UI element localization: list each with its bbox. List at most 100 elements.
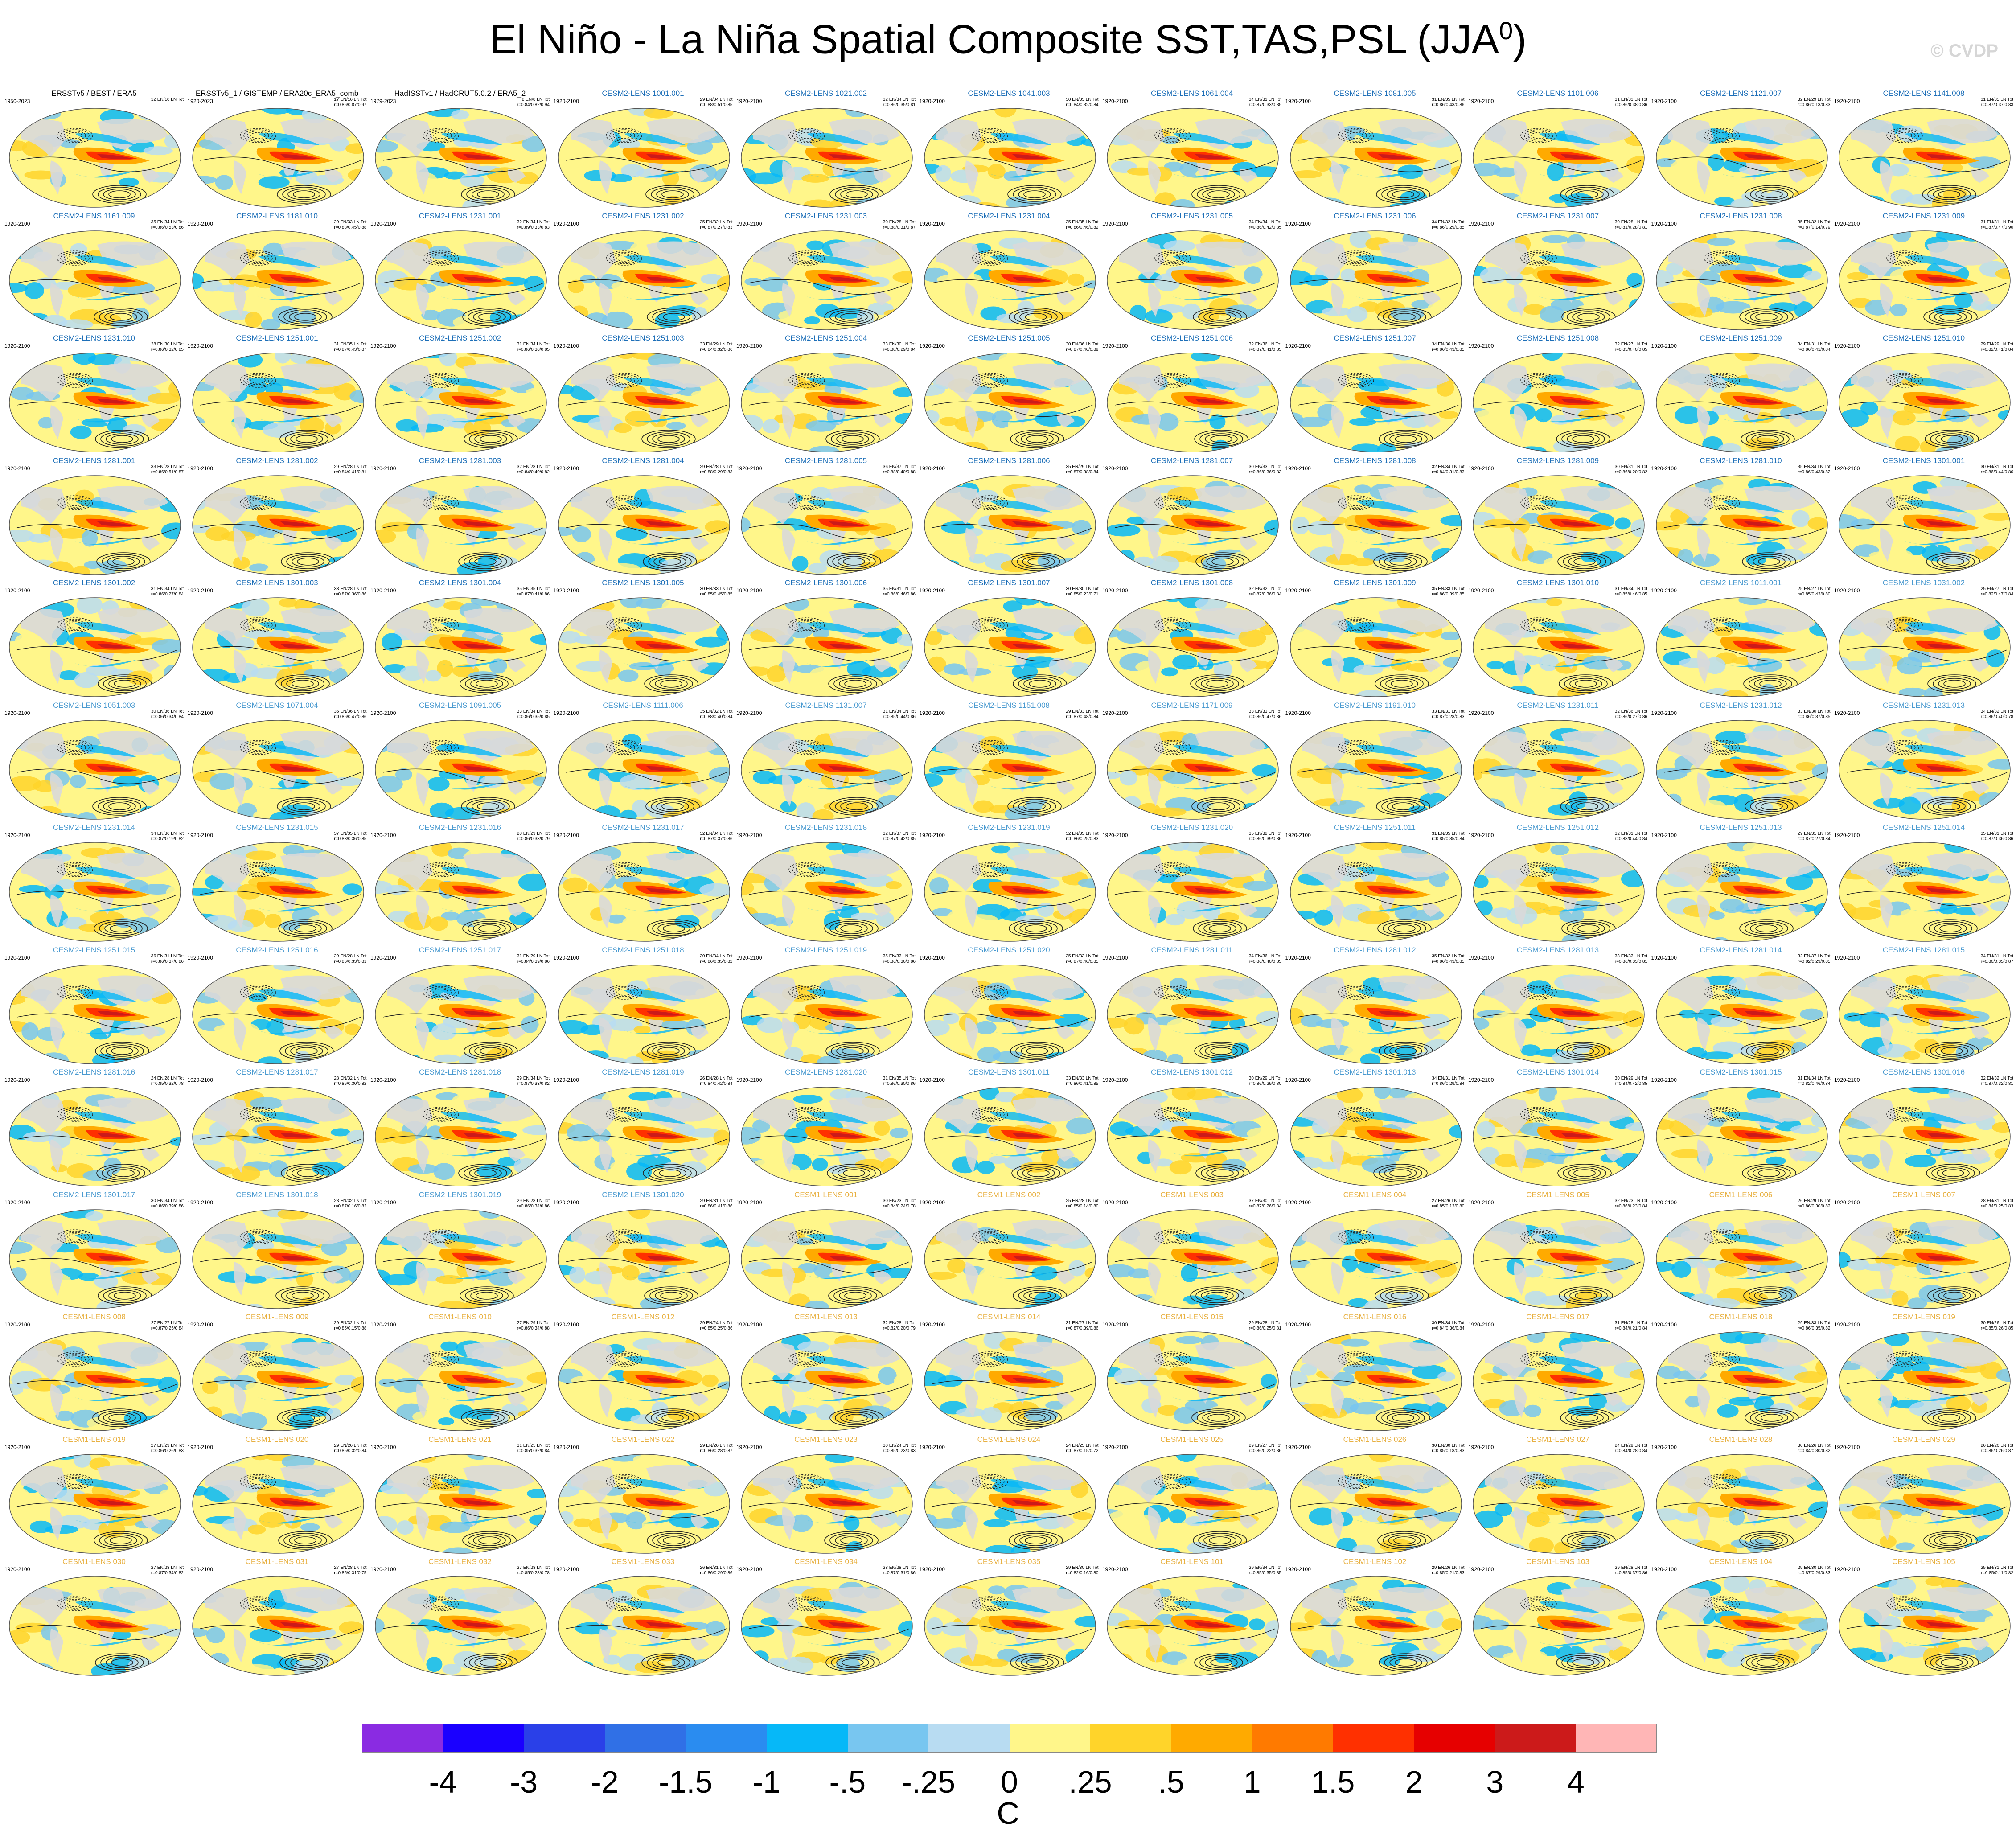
map-panel: CESM1-LENS 012 1920-2100 29 EN/24 LN Tot r… <box>552 1313 735 1434</box>
colorbar-swatch <box>524 1724 605 1752</box>
map-panel: CESM2-LENS 1301.001 1920-2100 30 EN/31 LN … <box>1832 456 2015 578</box>
panel-stats: 31 EN/34 LN Tot r=0.85/0.44/0.86 <box>883 709 916 719</box>
colorbar-tick-label: -3 <box>510 1765 538 1799</box>
map-panel: CESM2-LENS 1301.009 1920-2100 35 EN/33 LN … <box>1284 579 1466 700</box>
panel-stats: 29 EN/30 LN Tot r=0.87/0.29/0.83 <box>1798 1565 1831 1576</box>
panel-period: 1920-2100 <box>553 1566 579 1572</box>
panel-title: CESM2-LENS 1231.013 <box>1882 701 1965 710</box>
panel-title: CESM2-LENS 1301.012 <box>1150 1068 1233 1076</box>
panel-period: 1920-2100 <box>919 710 945 716</box>
panel-period: 1920-2100 <box>1834 1322 1860 1328</box>
map-panel: CESM2-LENS 1251.003 1920-2100 33 EN/29 LN … <box>552 334 735 455</box>
colorbar-tick-label: 1 <box>1243 1765 1261 1799</box>
map-panel: CESM1-LENS 034 1920-2100 28 EN/28 LN Tot r… <box>735 1557 917 1679</box>
map-panel: CESM2-LENS 1281.015 1920-2100 34 EN/31 LN … <box>1832 946 2015 1067</box>
composite-map <box>741 1209 913 1309</box>
panel-stats: 27 EN/29 LN Tot r=0.86/0.34/0.88 <box>517 1321 550 1331</box>
panel-title: CESM2-LENS 1281.012 <box>1334 945 1416 954</box>
composite-map <box>1839 1209 2011 1309</box>
panel-period: 1920-2100 <box>1102 710 1128 716</box>
composite-map <box>1289 597 1462 697</box>
panel-title: CESM2-LENS 1231.014 <box>53 823 135 832</box>
composite-map <box>1473 1209 1645 1309</box>
panel-period: 1920-2100 <box>919 343 945 349</box>
panel-period: 1920-2100 <box>1102 465 1128 472</box>
composite-map <box>924 842 1096 942</box>
panel-period: 1920-2100 <box>1102 1199 1128 1206</box>
panel-title: CESM2-LENS 1231.001 <box>419 211 501 220</box>
panel-stats: 30 EN/28 LN Tot r=0.81/0.28/0.81 <box>1614 219 1647 230</box>
composite-map <box>192 597 364 697</box>
panel-title: CESM2-LENS 1301.008 <box>1150 579 1233 587</box>
colorbar-swatch <box>1575 1724 1656 1752</box>
panel-period: 1920-2100 <box>736 832 762 838</box>
panel-period: 1920-2100 <box>553 1322 579 1328</box>
panel-period: 1920-2100 <box>736 465 762 472</box>
panel-period: 1920-2100 <box>919 1444 945 1450</box>
map-panel: CESM2-LENS 1251.007 1920-2100 34 EN/36 LN … <box>1284 334 1466 455</box>
panel-title: CESM2-LENS 1231.003 <box>784 211 867 220</box>
composite-map <box>1655 353 1828 452</box>
panel-stats: 29 EN/31 LN Tot r=0.87/0.27/0.84 <box>1798 831 1831 842</box>
panel-title: CESM2-LENS 1001.001 <box>602 89 684 98</box>
map-panel: CESM2-LENS 1251.016 1920-2100 29 EN/28 LN … <box>186 946 369 1067</box>
panel-stats: 34 EN/36 LN Tot r=0.86/0.40/0.85 <box>1248 953 1281 964</box>
panel-stats: 32 EN/32 LN Tot r=0.87/0.36/0.84 <box>1248 587 1281 597</box>
map-panel: CESM2-LENS 1251.014 1920-2100 35 EN/31 LN … <box>1832 823 2015 944</box>
composite-map <box>192 1087 364 1186</box>
panel-stats: 35 EN/33 LN Tot r=0.87/0.40/0.85 <box>1066 953 1099 964</box>
panel-title: CESM2-LENS 1231.006 <box>1334 211 1416 220</box>
panel-period: 1920-2100 <box>187 343 213 349</box>
panel-stats: 35 EN/31 LN Tot r=0.86/0.46/0.86 <box>883 587 916 597</box>
panel-stats: 30 EN/30 LN Tot r=0.85/0.23/0.71 <box>1066 587 1099 597</box>
panel-period: 1920-2100 <box>187 465 213 472</box>
map-panel: CESM2-LENS 1251.012 1920-2100 32 EN/31 LN … <box>1466 823 1649 944</box>
map-panel: CESM2-LENS 1281.002 1920-2100 29 EN/28 LN … <box>186 456 369 578</box>
panel-title: CESM2-LENS 1231.012 <box>1700 701 1782 710</box>
panel-title: CESM2-LENS 1301.010 <box>1516 579 1599 587</box>
panel-stats: 32 EN/36 LN Tot r=0.87/0.41/0.85 <box>1248 342 1281 352</box>
panel-period: 1920-2100 <box>370 1322 396 1328</box>
composite-map <box>1473 475 1645 575</box>
panel-stats: 35 EN/31 LN Tot r=0.87/0.36/0.86 <box>1980 831 2013 842</box>
map-panel: CESM2-LENS 1231.008 1920-2100 35 EN/32 LN … <box>1650 212 1832 333</box>
panel-title: CESM2-LENS 1301.016 <box>1882 1068 1965 1076</box>
composite-map <box>558 1087 730 1186</box>
composite-map <box>741 230 913 330</box>
panel-stats: 28 EN/28 LN Tot r=0.87/0.31/0.86 <box>883 1565 916 1576</box>
panel-stats: 29 EN/24 LN Tot r=0.85/0.25/0.86 <box>700 1321 733 1331</box>
panel-period: 1920-2100 <box>187 1322 213 1328</box>
colorbar-tick-label: 4 <box>1567 1765 1585 1799</box>
panel-stats: 29 EN/34 LN Tot r=0.88/0.51/0.85 <box>700 97 733 107</box>
panel-stats: 35 EN/32 LN Tot r=0.87/0.14/0.79 <box>1798 219 1831 230</box>
map-panel: CESM2-LENS 1051.003 1920-2100 30 EN/36 LN … <box>3 701 185 822</box>
composite-map <box>741 108 913 208</box>
composite-map <box>1473 108 1645 208</box>
panel-title: CESM2-LENS 1251.012 <box>1516 823 1599 832</box>
panel-period: 1920-2100 <box>919 220 945 227</box>
panel-period: 1920-2100 <box>1834 954 1860 961</box>
map-panel: CESM1-LENS 032 1920-2100 27 EN/28 LN Tot r… <box>369 1557 551 1679</box>
map-panel: CESM1-LENS 016 1920-2100 30 EN/34 LN Tot r… <box>1284 1313 1466 1434</box>
composite-map <box>1107 1209 1279 1309</box>
panel-stats: 35 EN/35 LN Tot r=0.86/0.46/0.82 <box>1066 219 1099 230</box>
map-panel: CESM2-LENS 1301.012 1920-2100 30 EN/29 LN … <box>1100 1068 1283 1189</box>
panel-stats: 35 EN/32 LN Tot r=0.86/0.39/0.86 <box>1248 831 1281 842</box>
panel-title: CESM2-LENS 1231.017 <box>602 823 684 832</box>
map-panel: CESM2-LENS 1301.014 1920-2100 30 EN/29 LN … <box>1466 1068 1649 1189</box>
map-panel: ERSSTv5_1 / GISTEMP / ERA20c_ERA5_comb 19… <box>186 89 369 210</box>
colorbar-swatch <box>1171 1724 1252 1752</box>
map-panel: CESM1-LENS 008 1920-2100 27 EN/27 LN Tot r… <box>3 1313 185 1434</box>
map-panel: CESM1-LENS 013 1920-2100 32 EN/28 LN Tot r… <box>735 1313 917 1434</box>
map-panel: CESM2-LENS 1301.016 1920-2100 32 EN/32 LN … <box>1832 1068 2015 1189</box>
panel-stats: 32 EN/28 LN Tot r=0.82/0.20/0.79 <box>883 1321 916 1331</box>
panel-period: 1920-2100 <box>736 98 762 104</box>
panel-title: CESM2-LENS 1251.017 <box>419 945 501 954</box>
map-panel: CESM2-LENS 1041.003 1920-2100 30 EN/33 LN … <box>918 89 1100 210</box>
panel-period: 1920-2100 <box>1285 954 1311 961</box>
panel-period: 1920-2100 <box>736 1077 762 1083</box>
map-panel: CESM2-LENS 1281.011 1920-2100 34 EN/36 LN … <box>1100 946 1283 1067</box>
composite-map <box>1655 1576 1828 1676</box>
composite-map <box>1655 1453 1828 1554</box>
panel-stats: 26 EN/26 LN Tot r=0.86/0.26/0.87 <box>1980 1443 2013 1453</box>
